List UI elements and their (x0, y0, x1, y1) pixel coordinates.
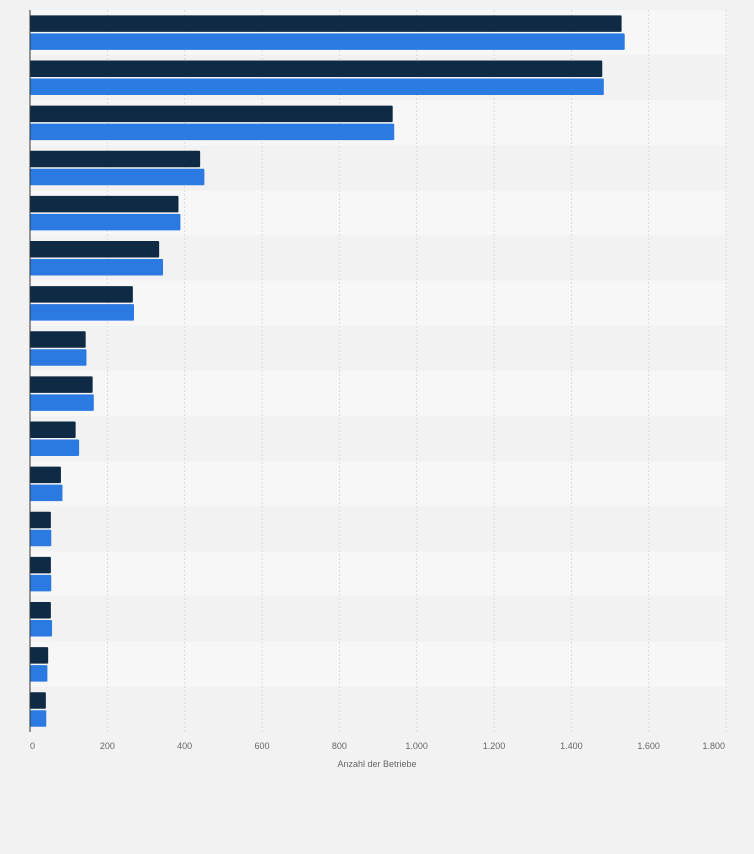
bar-series-1 (30, 692, 46, 709)
bar-series-2 (30, 304, 135, 321)
x-tick-label: 600 (254, 741, 269, 751)
bar-series-2 (30, 394, 94, 411)
x-tick-label: 1.200 (483, 741, 506, 751)
x-tick-label: 800 (332, 741, 347, 751)
bar-series-1 (30, 647, 49, 664)
x-tick-label: 200 (100, 741, 115, 751)
bar-series-2 (30, 33, 625, 50)
bar-series-1 (30, 240, 160, 258)
row-band (30, 641, 726, 687)
bar-series-2 (30, 665, 48, 682)
x-tick-label: 0 (30, 741, 35, 751)
bar-series-2 (30, 529, 52, 547)
bar-series-1 (30, 601, 51, 619)
x-tick-label: 1.600 (637, 741, 660, 751)
bar-series-2 (30, 619, 53, 637)
x-tick-label: 1.800 (702, 741, 725, 751)
bar-series-1 (30, 105, 393, 123)
bar-series-1 (30, 511, 51, 529)
x-tick-label: 400 (177, 741, 192, 751)
row-band (30, 551, 726, 597)
bar-series-1 (30, 286, 133, 303)
row-band (30, 506, 726, 552)
bar-series-2 (30, 213, 181, 231)
bar-series-2 (30, 78, 604, 95)
bar-series-2 (30, 349, 87, 366)
bar-series-1 (30, 556, 51, 574)
bar-series-2 (30, 123, 395, 141)
row-band (30, 416, 726, 462)
bar-series-1 (30, 15, 622, 32)
row-band (30, 686, 726, 732)
row-band (30, 325, 726, 371)
row-band (30, 596, 726, 642)
bar-series-2 (30, 168, 205, 186)
bar-series-1 (30, 150, 201, 168)
x-tick-label: 1.400 (560, 741, 583, 751)
bar-series-1 (30, 466, 61, 484)
bar-series-2 (30, 484, 63, 502)
bar-series-1 (30, 331, 86, 348)
bar-series-2 (30, 439, 80, 456)
x-tick-label: 1.000 (405, 741, 428, 751)
row-band (30, 371, 726, 417)
bar-series-2 (30, 574, 52, 592)
bar-series-2 (30, 710, 47, 727)
row-band (30, 461, 726, 507)
row-band (30, 280, 726, 326)
bar-series-1 (30, 421, 76, 438)
bar-series-2 (30, 258, 164, 276)
bar-series-1 (30, 376, 93, 393)
bar-series-1 (30, 195, 179, 213)
bar-series-1 (30, 60, 603, 77)
x-axis-label: Anzahl der Betriebe (337, 759, 416, 769)
